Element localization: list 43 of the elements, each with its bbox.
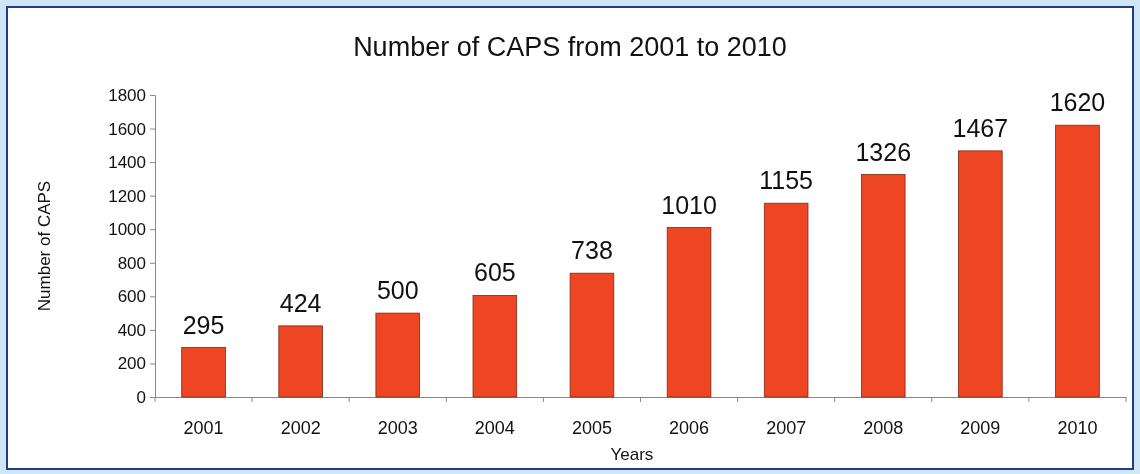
y-tick-label: 400 [117, 320, 146, 340]
data-label: 738 [571, 236, 613, 265]
y-tick-label: 1800 [108, 85, 146, 105]
data-label: 1467 [952, 113, 1009, 142]
bar [861, 174, 906, 398]
x-tick-label: 2002 [280, 418, 321, 439]
bar [958, 150, 1003, 398]
y-axis-title: Number of CAPS [35, 180, 54, 312]
x-tick-label: 2004 [474, 418, 515, 439]
bar [763, 202, 809, 398]
x-tick-label: 2006 [669, 418, 710, 439]
bar [472, 295, 518, 398]
y-tick-label: 0 [136, 387, 146, 407]
x-tick-label: 2008 [863, 418, 904, 439]
x-tick-label: 2009 [960, 418, 1001, 439]
bar [666, 227, 712, 398]
bar [1055, 124, 1100, 398]
data-label: 605 [473, 258, 516, 287]
y-tick-label: 200 [117, 354, 146, 374]
x-tick-label: 2007 [766, 418, 807, 439]
x-tick-label: 2005 [571, 418, 612, 439]
bar [181, 347, 226, 398]
x-axis-title: Years [610, 445, 654, 464]
y-tick-label: 1000 [108, 220, 146, 240]
y-tick-label: 1200 [108, 186, 146, 206]
data-label: 1620 [1049, 88, 1106, 117]
y-tick-label: 800 [117, 253, 146, 273]
x-tick-label: 2010 [1057, 418, 1098, 439]
data-label: 500 [376, 276, 419, 305]
x-tick-label: 2003 [377, 418, 418, 439]
data-label: 1010 [661, 190, 717, 219]
bar [278, 325, 323, 398]
chart-title: Number of CAPS from 2001 to 2010 [353, 32, 787, 62]
y-tick-label: 1400 [108, 153, 146, 173]
y-tick-label: 1600 [108, 119, 146, 139]
x-tick-label: 2001 [183, 418, 224, 439]
bar [375, 312, 420, 398]
data-label: 424 [279, 288, 322, 317]
data-label: 295 [182, 310, 225, 339]
bar [569, 272, 615, 398]
data-label: 1155 [759, 166, 814, 195]
data-label: 1326 [855, 137, 912, 166]
y-tick-label: 600 [117, 287, 146, 307]
